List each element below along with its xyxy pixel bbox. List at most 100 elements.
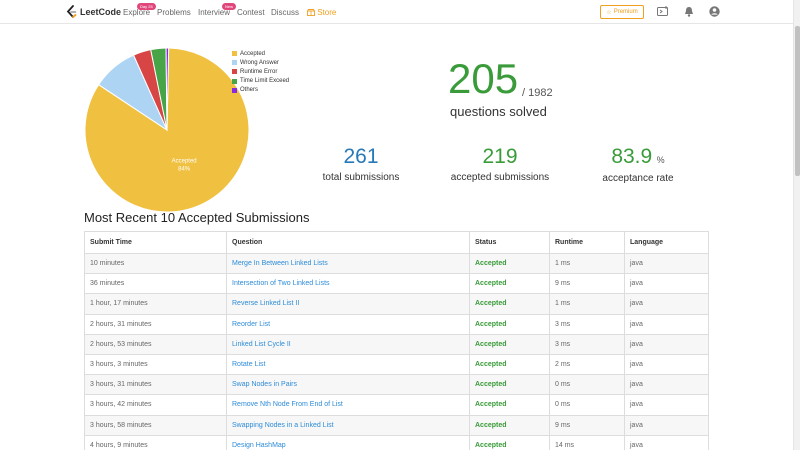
status-link[interactable]: Accepted [469,313,550,335]
nav-store[interactable]: Store [307,8,336,17]
status-link[interactable]: Accepted [469,414,550,436]
total-submissions-value: 261 [343,145,379,168]
submit-time-cell: 3 hours, 3 minutes [84,353,227,376]
legend-swatch [232,51,237,57]
scrollbar-thumb[interactable] [795,26,800,176]
legend-swatch [232,60,237,66]
language-cell: java [624,353,709,376]
legend-item[interactable]: Runtime Error [232,67,289,76]
col-language[interactable]: Language [624,231,709,254]
language-cell: java [624,434,709,450]
legend-item[interactable]: Time Limit Exceed [232,77,289,86]
star-icon: ☆ [606,9,612,16]
status-link[interactable]: Accepted [469,434,550,450]
legend-swatch [232,78,237,84]
recent-submissions-title: Most Recent 10 Accepted Submissions [84,210,310,225]
question-link[interactable]: Remove Nth Node From End of List [226,394,470,416]
language-cell: java [624,273,709,295]
leetcode-logo-icon [66,5,77,18]
bell-icon[interactable] [684,6,694,17]
question-link[interactable]: Rotate List [226,353,470,376]
submit-time-cell: 36 minutes [84,273,227,295]
nav-explore[interactable]: Explore Day 25 [123,3,156,17]
table-row: 3 hours, 42 minutes Remove Nth Node From … [84,394,709,416]
nav-discuss-label: Discuss [271,8,300,17]
interview-badge: New [222,3,237,10]
legend-item[interactable]: Wrong Answer [232,58,289,67]
runtime-cell: 1 ms [549,293,625,315]
submit-time-cell: 3 hours, 31 minutes [84,374,227,396]
legend-item[interactable]: Others [232,86,289,95]
runtime-cell: 0 ms [549,374,625,396]
table-row: 2 hours, 31 minutes Reorder List Accepted 3… [84,313,709,335]
user-icon[interactable] [709,6,720,17]
col-status[interactable]: Status [469,231,550,254]
language-cell: java [624,293,709,315]
question-link[interactable]: Linked List Cycle II [226,333,470,355]
question-link[interactable]: Swapping Nodes in a Linked List [226,414,470,436]
submit-time-cell: 10 minutes [84,252,227,275]
question-link[interactable]: Reverse Linked List II [226,293,470,315]
page-scrollbar[interactable] [793,0,800,450]
runtime-cell: 9 ms [549,273,625,295]
top-nav: LeetCode Explore Day 25 Problems Intervi… [0,0,793,24]
submit-time-cell: 2 hours, 31 minutes [84,313,227,335]
acceptance-rate-label: acceptance rate [602,173,674,184]
status-link[interactable]: Accepted [469,374,550,396]
acceptance-rate-unit: % [656,155,665,165]
legend-swatch [232,87,237,93]
table-row: 4 hours, 9 minutes Design HashMap Accepted… [84,434,709,450]
nav-discuss[interactable]: Discuss [271,8,299,17]
submit-time-cell: 4 hours, 9 minutes [84,434,227,450]
table-header-row: Submit Time Question Status Runtime Lang… [84,231,709,254]
status-link[interactable]: Accepted [469,333,550,355]
playground-icon[interactable] [657,6,669,17]
nav-problems-label: Problems [157,8,191,17]
status-link[interactable]: Accepted [469,273,550,295]
premium-button[interactable]: ☆ Premium [600,5,644,19]
nav-problems[interactable]: Problems [157,8,191,17]
leetcode-logo[interactable]: LeetCode [66,5,121,19]
legend-item[interactable]: Accepted [232,49,289,58]
legend-label: Wrong Answer [240,59,279,66]
question-link[interactable]: Merge In Between Linked Lists [226,252,470,275]
submit-time-cell: 3 hours, 42 minutes [84,394,227,416]
language-cell: java [624,252,709,275]
solved-label: questions solved [450,104,547,119]
accepted-submissions-value: 219 [482,145,518,168]
pie-legend: Accepted Wrong Answer Runtime Error Time Li… [232,49,289,95]
language-cell: java [624,374,709,396]
store-icon [307,9,315,16]
status-link[interactable]: Accepted [469,394,550,416]
status-link[interactable]: Accepted [469,252,550,275]
pie-slice-label-percent: 84% [178,167,191,173]
question-link[interactable]: Design HashMap [226,434,470,450]
language-cell: java [624,333,709,355]
table-row: 2 hours, 53 minutes Linked List Cycle II A… [84,333,709,355]
pie-slice-others[interactable] [165,47,170,131]
nav-interview[interactable]: Interview New [198,3,237,17]
nav-contest[interactable]: Contest [237,8,265,17]
question-link[interactable]: Reorder List [226,313,470,335]
legend-label: Time Limit Exceed [240,78,290,85]
solved-count: 205 [448,55,519,102]
status-link[interactable]: Accepted [469,353,550,376]
total-submissions-label: total submissions [322,172,400,183]
question-link[interactable]: Swap Nodes in Pairs [226,374,470,396]
language-cell: java [624,313,709,335]
premium-label: Premium [613,9,638,15]
nav-contest-label: Contest [237,8,265,17]
question-link[interactable]: Intersection of Two Linked Lists [226,273,470,295]
table-row: 3 hours, 58 minutes Swapping Nodes in a L… [84,414,709,436]
runtime-cell: 3 ms [549,333,625,355]
status-link[interactable]: Accepted [469,293,550,315]
table-row: 3 hours, 3 minutes Rotate List Accepted 2 m… [84,353,709,376]
col-runtime[interactable]: Runtime [549,231,625,254]
runtime-cell: 0 ms [549,394,625,416]
legend-label: Runtime Error [240,68,278,75]
nav-interview-label: Interview [198,8,231,17]
col-question[interactable]: Question [226,231,470,254]
acceptance-rate-value: 83.9 [611,145,653,168]
col-submit-time[interactable]: Submit Time [84,231,227,254]
nav-explore-label: Explore [123,8,151,17]
